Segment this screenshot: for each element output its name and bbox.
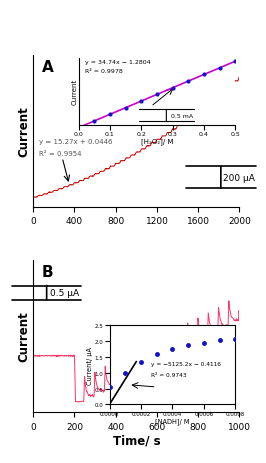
Text: A: A [41,60,53,75]
Text: R² = 0.9954: R² = 0.9954 [39,150,82,156]
Text: y = 15.27x + 0.0446: y = 15.27x + 0.0446 [39,138,113,144]
Text: 0.5 μA: 0.5 μA [50,288,80,297]
X-axis label: Time/ s: Time/ s [113,433,160,446]
Y-axis label: Current: Current [18,106,31,157]
Text: B: B [41,265,53,280]
Text: 200 μA: 200 μA [223,173,255,182]
Y-axis label: Current: Current [18,311,31,362]
